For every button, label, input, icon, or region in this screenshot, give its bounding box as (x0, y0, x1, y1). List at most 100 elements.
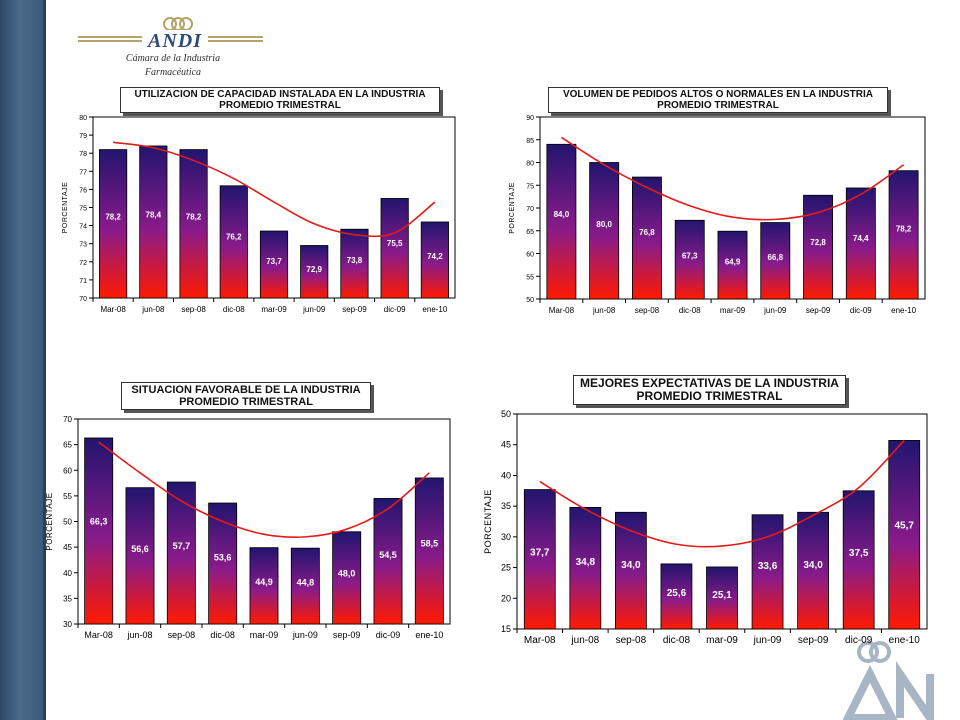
bar-sep-08 (631, 176, 662, 300)
bar-value-label: 54,5 (379, 550, 397, 560)
y-tick-label: 30 (501, 532, 511, 542)
x-tick-label: sep-09 (798, 635, 829, 646)
logo-word: ANDI (142, 30, 209, 53)
x-tick-label: ene-10 (891, 306, 916, 315)
bar-mar-09 (259, 230, 289, 299)
bar-ene-10 (414, 477, 444, 625)
bar-jun-08 (139, 145, 168, 299)
x-tick-label: ene-10 (415, 630, 443, 640)
x-tick-label: jun-09 (753, 635, 782, 646)
x-tick-label: jun-08 (141, 305, 165, 314)
y-tick-label: 20 (501, 593, 511, 603)
trend-line (539, 439, 905, 548)
logo-subtitle-line1: Cámara de la Industria (125, 53, 221, 64)
bar-value-label: 57,7 (173, 541, 191, 551)
bar-dic-09 (380, 198, 409, 299)
bar-mar-09 (717, 230, 748, 300)
x-tick-label: sep-09 (333, 630, 361, 640)
trend-line (98, 441, 430, 538)
trend-line (113, 141, 436, 238)
chart-title-line1: UTILIZACION DE CAPACIDAD INSTALADA EN LA… (134, 89, 426, 100)
y-tick-label: 25 (501, 563, 511, 573)
bar-value-label: 72,9 (306, 265, 322, 274)
y-tick-label: 60 (526, 252, 534, 259)
bar-value-label: 25,1 (712, 590, 732, 601)
bar-dic-09 (845, 187, 876, 300)
y-tick-label: 50 (501, 409, 511, 419)
bar-value-label: 74,4 (853, 234, 869, 243)
x-tick-label: Mar-08 (524, 635, 556, 646)
x-tick-label: jun-08 (570, 635, 599, 646)
x-tick-label: sep-08 (635, 306, 660, 315)
bar-value-label: 80,0 (596, 220, 612, 229)
bar-value-label: 53,6 (214, 552, 232, 562)
y-tick-label: 50 (63, 518, 72, 527)
y-tick-label: 73 (79, 242, 87, 249)
bar-value-label: 78,4 (146, 210, 162, 219)
corner-andi-watermark-icon (842, 641, 934, 720)
bar-ene-10 (888, 440, 921, 630)
bar-jun-08 (589, 162, 620, 300)
chart-svg: 15 20 25 30 35 40 45 50 PORCENTAJE 37,7 Mar-08 34,8… (483, 409, 928, 646)
chart-title: VOLUMEN DE PEDIDOS ALTOS O NORMALES EN L… (548, 87, 888, 113)
bar-value-label: 84,0 (554, 210, 570, 219)
bar-ene-10 (420, 221, 449, 299)
y-tick-label: 65 (63, 441, 72, 450)
chart-svg: 70 71 72 73 74 75 76 77 78 79 80 PORCENTAJE 78,2 Mar-… (62, 115, 456, 314)
bar-ene-10 (888, 170, 919, 300)
bar-value-label: 48,0 (338, 568, 356, 578)
bar-value-label: 37,7 (530, 547, 550, 558)
bar-sep-09 (340, 228, 369, 299)
x-tick-label: dic-08 (663, 635, 691, 646)
y-tick-label: 35 (63, 594, 72, 603)
y-axis-label: PORCENTAJE (45, 492, 54, 550)
bar-value-label: 66,3 (90, 517, 108, 527)
bar-jun-09 (751, 514, 784, 630)
bar-value-label: 44,8 (297, 577, 315, 587)
chart-volumen-pedidos: 50 55 60 65 70 75 80 85 90 PORCENTAJE 84,0 Mar-08 80… (500, 80, 945, 400)
andi-logo: ANDI Cámara de la Industria Farmacéutica (78, 14, 268, 84)
x-tick-label: sep-08 (168, 630, 196, 640)
chart-capacidad-instalada: 70 71 72 73 74 75 76 77 78 79 80 PORCENTAJE 78,2 Mar-… (55, 80, 500, 400)
x-tick-label: jun-09 (763, 306, 787, 315)
x-tick-label: ene-10 (422, 305, 447, 314)
chart-situacion-favorable: 30 35 40 45 50 55 60 65 70 PORCENTAJE 66,3 Mar-08 56… (30, 378, 470, 668)
x-tick-label: sep-09 (806, 306, 831, 315)
bar-value-label: 64,9 (725, 258, 741, 267)
bar-value-label: 75,5 (387, 239, 403, 248)
y-tick-label: 71 (79, 278, 87, 285)
y-tick-label: 45 (63, 543, 72, 552)
bar-jun-08 (569, 506, 602, 630)
bar-dic-09 (842, 490, 875, 630)
chart-title-line1: SITUACION FAVORABLE DE LA INDUSTRIA (131, 384, 361, 396)
x-tick-label: jun-08 (592, 306, 616, 315)
x-tick-label: jun-09 (292, 630, 318, 640)
x-tick-label: dic-09 (384, 305, 406, 314)
bar-dic-08 (660, 563, 693, 630)
x-tick-label: dic-08 (679, 306, 701, 315)
x-tick-label: mar-09 (250, 630, 279, 640)
x-tick-label: Mar-08 (100, 305, 126, 314)
bar-value-label: 34,0 (621, 560, 641, 571)
bar-Mar-08 (84, 437, 114, 625)
bar-value-label: 78,2 (186, 212, 202, 221)
y-tick-label: 75 (526, 183, 534, 190)
y-tick-label: 72 (79, 260, 87, 267)
bar-jun-09 (300, 245, 329, 299)
y-tick-label: 60 (63, 466, 72, 475)
bar-value-label: 73,7 (266, 257, 282, 266)
y-tick-label: 80 (79, 115, 87, 122)
bar-value-label: 74,2 (427, 252, 443, 261)
chart-title-line1: MEJORES EXPECTATIVAS DE LA INDUSTRIA (580, 376, 839, 390)
bar-value-label: 45,7 (894, 520, 914, 531)
y-tick-label: 70 (526, 206, 534, 213)
bar-jun-09 (290, 547, 320, 625)
logo-subtitle: Cámara de la Industria Farmacéutica (118, 52, 228, 80)
chart-mejores-expectativas: 15 20 25 30 35 40 45 50 PORCENTAJE 37,7 Mar-08 34,8… (470, 372, 950, 672)
bar-value-label: 25,6 (667, 588, 687, 599)
bar-sep-08 (614, 511, 647, 630)
chart-title-line2: PROMEDIO TRIMESTRAL (219, 100, 341, 111)
bar-value-label: 76,8 (639, 228, 655, 237)
bar-mar-09 (249, 547, 279, 625)
chart-svg: 50 55 60 65 70 75 80 85 90 PORCENTAJE 84,0 Mar-08 80… (509, 115, 926, 315)
